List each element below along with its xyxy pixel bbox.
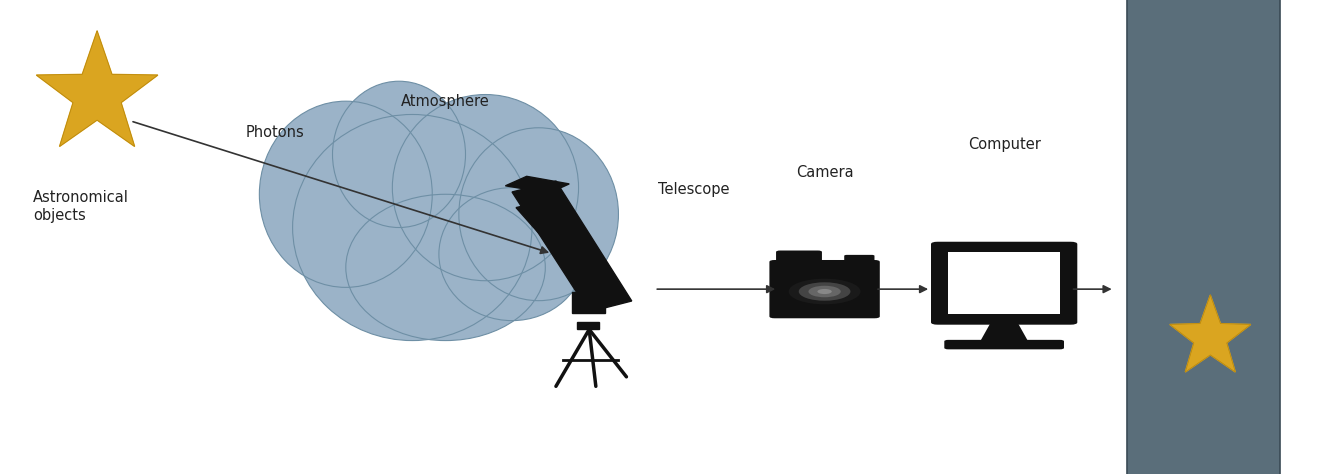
Polygon shape — [505, 176, 569, 193]
Text: Telescope: Telescope — [658, 182, 730, 197]
FancyBboxPatch shape — [944, 340, 1064, 349]
Polygon shape — [980, 322, 1028, 341]
Polygon shape — [516, 204, 572, 253]
FancyBboxPatch shape — [777, 250, 822, 264]
Polygon shape — [36, 31, 158, 146]
FancyBboxPatch shape — [577, 322, 598, 329]
Text: Astronomical
objects: Astronomical objects — [33, 190, 129, 223]
FancyBboxPatch shape — [845, 255, 875, 264]
Ellipse shape — [332, 81, 466, 228]
Polygon shape — [1170, 295, 1250, 372]
FancyBboxPatch shape — [948, 252, 1060, 314]
Circle shape — [818, 289, 831, 294]
Ellipse shape — [346, 194, 545, 341]
Text: Atmosphere: Atmosphere — [402, 94, 489, 109]
Text: Camera: Camera — [795, 165, 854, 180]
Circle shape — [809, 286, 841, 297]
Ellipse shape — [459, 128, 618, 301]
Circle shape — [799, 283, 850, 301]
Ellipse shape — [293, 114, 532, 341]
Circle shape — [789, 279, 861, 304]
FancyBboxPatch shape — [1128, 0, 1279, 474]
FancyBboxPatch shape — [769, 260, 880, 319]
Ellipse shape — [392, 94, 579, 281]
Text: Photons: Photons — [246, 125, 305, 140]
Ellipse shape — [439, 188, 585, 320]
Text: Computer: Computer — [968, 137, 1040, 152]
Polygon shape — [572, 292, 605, 313]
Ellipse shape — [259, 101, 432, 287]
FancyBboxPatch shape — [931, 242, 1077, 325]
Polygon shape — [512, 181, 632, 312]
